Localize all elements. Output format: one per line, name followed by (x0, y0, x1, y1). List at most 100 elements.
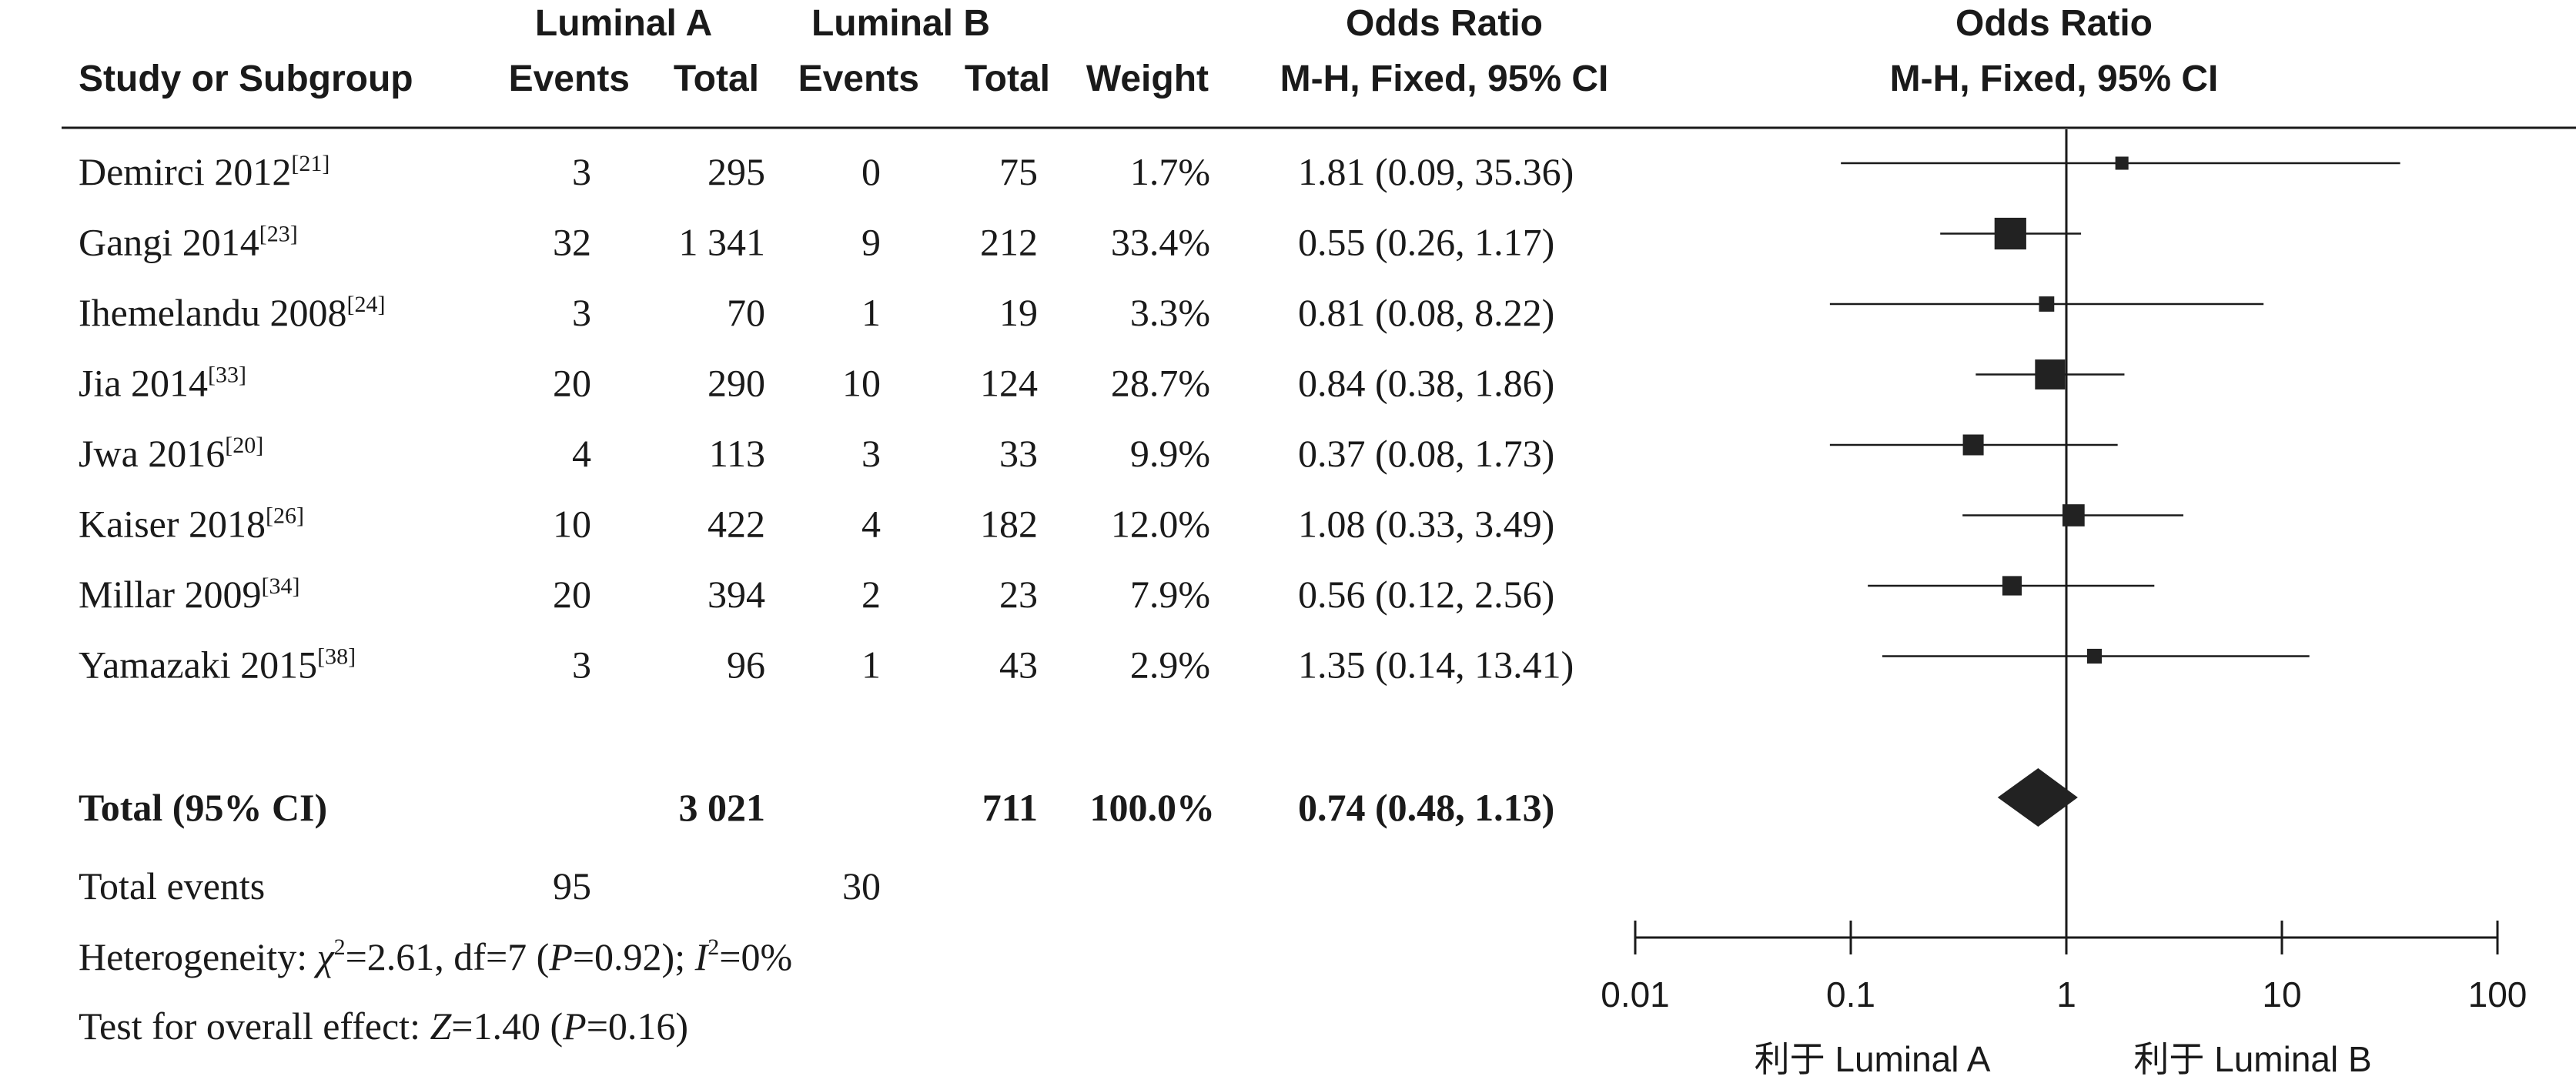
study-name-text: Demirci 2012 (79, 150, 291, 193)
study-name-text: Gangi 2014 (79, 221, 259, 264)
effect-square (2002, 576, 2022, 596)
a-events-cell: 32 (553, 221, 591, 264)
ci-cell: 0.55 (0.26, 1.17) (1298, 221, 1554, 264)
i-rest: =0% (719, 935, 792, 978)
het-p-symbol: P (548, 935, 573, 978)
a-total-cell: 70 (727, 291, 765, 334)
x-tick-label: 1 (2056, 974, 2076, 1014)
group-b-header: Luminal B (811, 3, 990, 44)
b-events-cell: 9 (861, 221, 881, 264)
ci-cell: 0.81 (0.08, 8.22) (1298, 291, 1554, 334)
b-events-cell: 1 (861, 643, 881, 687)
chi-sup: 2 (334, 934, 346, 960)
a-total-cell: 394 (708, 573, 765, 616)
plot-title-header: Odds Ratio (1955, 3, 2153, 44)
b-events-cell: 4 (861, 503, 881, 546)
table-header: Luminal A Luminal B Odds Ratio Odds Rati… (79, 3, 2218, 99)
b-total-cell: 43 (999, 643, 1038, 687)
a-events-header: Events (509, 58, 630, 99)
b-events-cell: 1 (861, 291, 881, 334)
b-total-header: Total (965, 58, 1050, 99)
study-name: Jwa 2016[20] (79, 432, 263, 475)
weight-cell: 33.4% (1111, 221, 1210, 264)
a-events-cell: 4 (572, 432, 591, 475)
study-name: Yamazaki 2015[38] (79, 643, 356, 687)
study-row: Millar 2009[34] 20 394 2 23 7.9% 0.56 (0.12, 2… (79, 573, 1554, 616)
weight-cell: 1.7% (1130, 150, 1210, 193)
total-label: Total (95% CI) (79, 786, 327, 829)
total-events-b: 30 (842, 864, 881, 908)
weight-cell: 9.9% (1130, 432, 1210, 475)
study-name-text: Ihemelandu 2008 (79, 291, 347, 334)
a-events-cell: 3 (572, 291, 591, 334)
favours-left-label: 利于 Luminal A (1755, 1039, 1991, 1079)
a-events-cell: 3 (572, 643, 591, 687)
study-header: Study or Subgroup (79, 58, 413, 99)
study-ref: [24] (347, 292, 386, 317)
heterogeneity-text: Heterogeneity: χ2=2.61, df=7 (P=0.92); I… (79, 934, 792, 978)
study-row: Yamazaki 2015[38] 3 96 1 43 2.9% 1.35 (0.14, 1… (79, 643, 1574, 687)
total-b-total: 711 (982, 786, 1038, 829)
plot-area: 0.01 0.1 1 10 100 (1601, 129, 2527, 1014)
overall-prefix: Test for overall effect: (79, 1004, 430, 1048)
study-name-text: Millar 2009 (79, 573, 261, 616)
b-events-cell: 2 (861, 573, 881, 616)
study-ref: [21] (291, 151, 330, 176)
b-events-cell: 0 (861, 150, 881, 193)
b-total-cell: 124 (980, 362, 1038, 405)
effect-square (2086, 648, 2103, 664)
i-sup: 2 (708, 934, 719, 960)
ci-cell: 0.37 (0.08, 1.73) (1298, 432, 1554, 475)
a-events-cell: 20 (553, 573, 591, 616)
a-events-cell: 20 (553, 362, 591, 405)
het-p-rest: =0.92); (573, 935, 695, 978)
weight-cell: 3.3% (1130, 291, 1210, 334)
ci-cell: 1.08 (0.33, 3.49) (1298, 503, 1554, 546)
b-events-cell: 10 (842, 362, 881, 405)
ci-cell: 1.81 (0.09, 35.36) (1298, 150, 1574, 193)
study-name: Demirci 2012[21] (79, 150, 330, 193)
x-tick-label: 0.01 (1601, 974, 1670, 1014)
total-events-label: Total events (79, 864, 265, 908)
study-row: Gangi 2014[23] 32 1 341 9 212 33.4% 0.55 (0.26… (79, 221, 1554, 264)
x-tick-label: 100 (2468, 974, 2527, 1014)
a-total-header: Total (674, 58, 759, 99)
b-total-cell: 75 (999, 150, 1038, 193)
a-total-cell: 113 (709, 432, 765, 475)
total-row: Total (95% CI) 3 021 711 100.0% 0.74 (0.… (79, 786, 1554, 829)
study-name-text: Kaiser 2018 (79, 503, 266, 546)
effect-square (1962, 434, 1984, 456)
favours-labels: 利于 Luminal A 利于 Luminal B (1755, 1039, 2372, 1079)
study-row: Demirci 2012[21] 3 295 0 75 1.7% 1.81 (0.09, 3… (79, 150, 1574, 193)
study-rows: Demirci 2012[21] 3 295 0 75 1.7% 1.81 (0.09, 3… (79, 150, 1574, 687)
study-name: Millar 2009[34] (79, 573, 299, 616)
or-title-header: Odds Ratio (1346, 3, 1543, 44)
effect-square (2115, 156, 2129, 170)
i-symbol: I (694, 935, 710, 978)
a-events-cell: 3 (572, 150, 591, 193)
study-name: Jia 2014[33] (79, 362, 246, 405)
a-total-cell: 1 341 (679, 221, 766, 264)
x-tick-label: 10 (2262, 974, 2301, 1014)
favours-right-label: 利于 Luminal B (2133, 1039, 2371, 1079)
study-ref: [20] (225, 433, 263, 458)
effect-square (1994, 217, 2026, 250)
x-tick-label: 0.1 (1826, 974, 1875, 1014)
b-total-cell: 23 (999, 573, 1038, 616)
weight-cell: 2.9% (1130, 643, 1210, 687)
b-total-cell: 182 (980, 503, 1038, 546)
a-total-cell: 422 (708, 503, 765, 546)
z-symbol: Z (430, 1004, 452, 1048)
z-rest: =1.40 ( (451, 1004, 563, 1048)
plot-method-header: M-H, Fixed, 95% CI (1890, 58, 2219, 99)
b-total-cell: 33 (999, 432, 1038, 475)
study-name-text: Yamazaki 2015 (79, 643, 317, 687)
a-events-cell: 10 (553, 503, 591, 546)
ci-cell: 0.84 (0.38, 1.86) (1298, 362, 1554, 405)
chi-rest: =2.61, df=7 ( (346, 935, 550, 978)
study-name: Kaiser 2018[26] (79, 503, 304, 546)
study-ref: [38] (317, 644, 356, 670)
ci-cell: 0.56 (0.12, 2.56) (1298, 573, 1554, 616)
total-a-total: 3 021 (679, 786, 766, 829)
study-name: Gangi 2014[23] (79, 221, 298, 264)
